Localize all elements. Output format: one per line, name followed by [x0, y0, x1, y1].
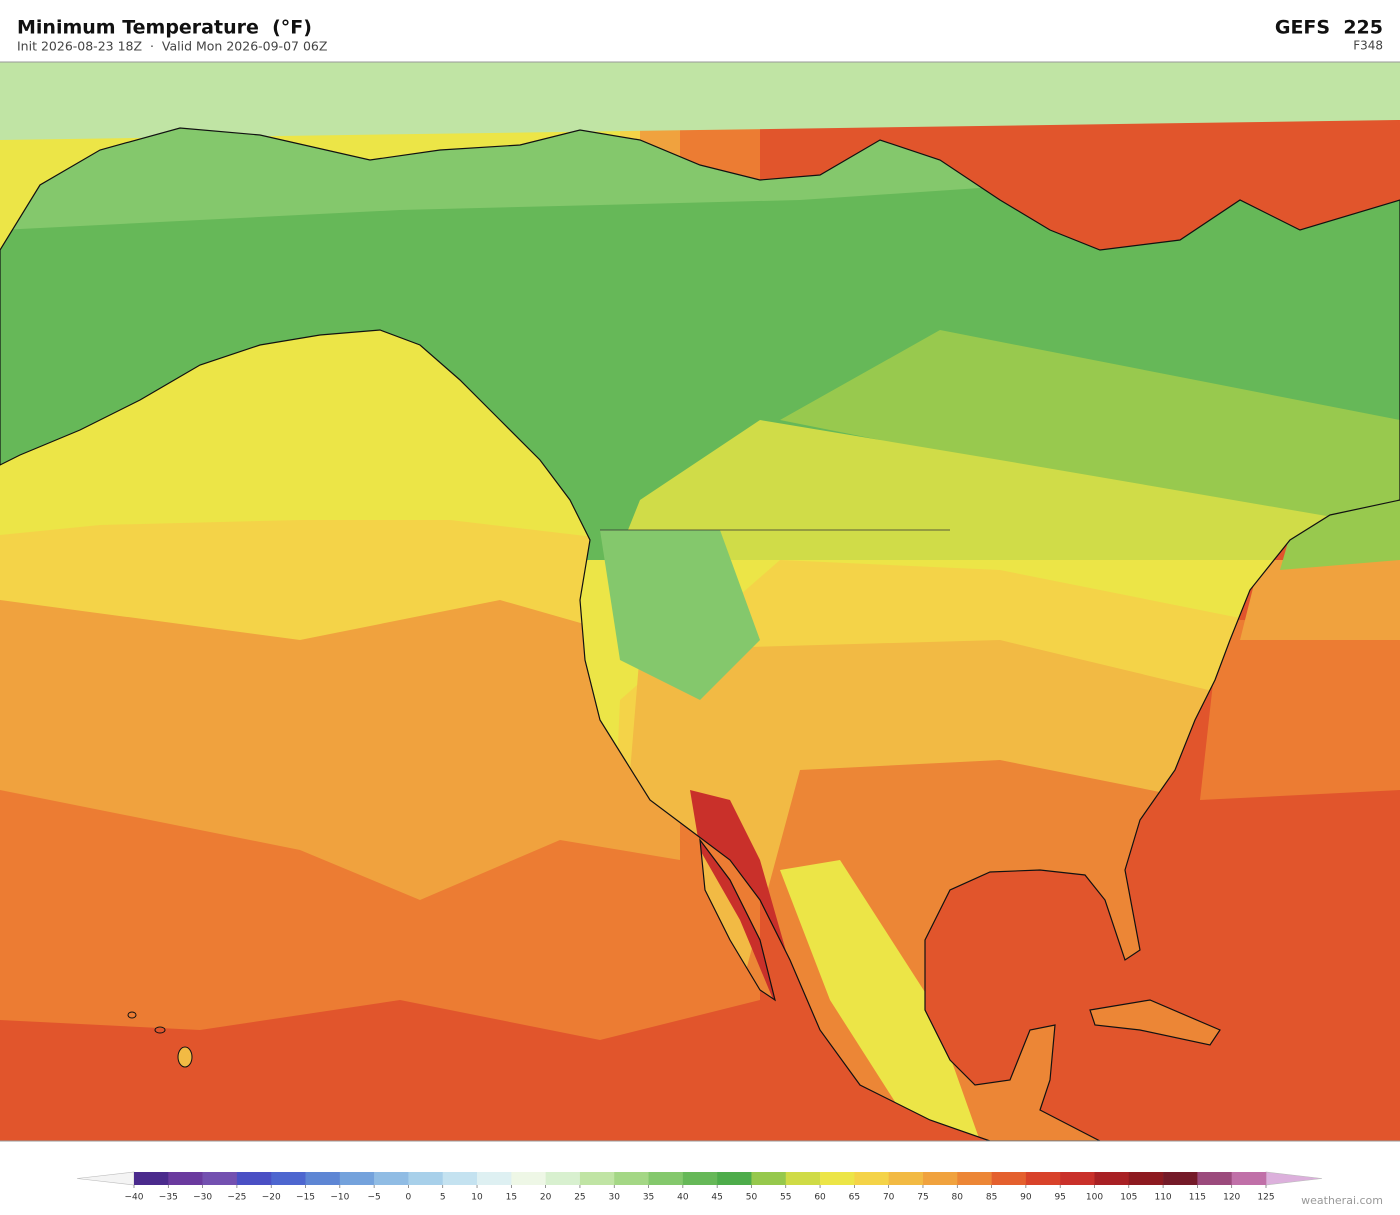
colorbar-tick-label: 115 [1189, 1193, 1206, 1203]
colorbar-bin [648, 1172, 684, 1185]
colorbar-tick-label: −25 [227, 1193, 246, 1203]
colorbar-tick-label: 25 [574, 1193, 585, 1203]
colorbar-bin [751, 1172, 787, 1185]
colorbar-bin [271, 1172, 306, 1185]
colorbar-bin [545, 1172, 581, 1185]
colorbar-bin [305, 1172, 341, 1185]
colorbar-tick-label: 120 [1223, 1193, 1240, 1203]
colorbar-tick-label: 5 [440, 1193, 446, 1203]
colorbar-bin [1197, 1172, 1232, 1185]
forecast-hour: F348 [1353, 39, 1383, 53]
colorbar-bin [442, 1172, 478, 1185]
colorbar-bin [1128, 1172, 1164, 1185]
colorbar-bin [511, 1172, 546, 1185]
colorbar-tick-label: 35 [643, 1193, 654, 1203]
colorbar-tick-label: 60 [814, 1193, 826, 1203]
colorbar-bin [682, 1172, 718, 1185]
colorbar-tick-label: 80 [952, 1193, 964, 1203]
colorbar-tick-label: 20 [540, 1193, 552, 1203]
colorbar-tick-label: 10 [471, 1193, 483, 1203]
colorbar-tick-label: −5 [367, 1193, 380, 1203]
colorbar-tick-label: 70 [883, 1193, 895, 1203]
colorbar-tick-label: −10 [330, 1193, 349, 1203]
colorbar-bin [614, 1172, 649, 1185]
colorbar-bin [1163, 1172, 1198, 1185]
model-label: GEFS 225 [1275, 17, 1383, 39]
colorbar-tick-label: 65 [849, 1193, 860, 1203]
colorbar-bin [854, 1172, 889, 1185]
colorbar-bin [202, 1172, 238, 1185]
colorbar-tick-label: 30 [609, 1193, 621, 1203]
colorbar-tick-label: 105 [1120, 1193, 1137, 1203]
colorbar-bin [922, 1172, 958, 1185]
colorbar-bin [374, 1172, 409, 1185]
colorbar-bin [785, 1172, 821, 1185]
colorbar-bin [236, 1172, 272, 1185]
colorbar-bin [134, 1172, 169, 1185]
colorbar-tick-label: −35 [159, 1193, 178, 1203]
title: Minimum Temperature (°F) [17, 17, 312, 39]
colorbar-bin [579, 1172, 615, 1185]
colorbar-tick-label: 40 [677, 1193, 689, 1203]
colorbar-tick-label: 75 [917, 1193, 928, 1203]
colorbar-bin [957, 1172, 992, 1185]
colorbar-bin [1231, 1172, 1267, 1185]
subtitle: Init 2026-08-23 18Z · Valid Mon 2026-09-… [17, 39, 327, 54]
colorbar-tick-label: 50 [746, 1193, 758, 1203]
colorbar-tick-label: 85 [986, 1193, 997, 1203]
colorbar-bin [168, 1172, 203, 1185]
colorbar-tick-label: 0 [406, 1193, 412, 1203]
colorbar-bin [888, 1172, 924, 1185]
colorbar-bin [339, 1172, 375, 1185]
credit: weatherai.com [1301, 1194, 1383, 1207]
colorbar-bin [1025, 1172, 1061, 1185]
colorbar-tick-label: 15 [506, 1193, 517, 1203]
colorbar-tick-label: 45 [711, 1193, 722, 1203]
colorbar-bin [477, 1172, 512, 1185]
colorbar-tick-label: −40 [125, 1193, 144, 1203]
colorbar-tick-label: 110 [1154, 1193, 1171, 1203]
colorbar-tick-label: 95 [1054, 1193, 1065, 1203]
map [0, 62, 1400, 1141]
colorbar-tick-label: 55 [780, 1193, 791, 1203]
colorbar-bin [717, 1172, 752, 1185]
colorbar-tick-label: −15 [296, 1193, 315, 1203]
colorbar-bin [1060, 1172, 1095, 1185]
colorbar: −40 −35 −30 −25 −20 −15 −10 −5 0 5 10 15 20 25 30 35 40 4… [76, 1171, 1323, 1203]
colorbar-bin [408, 1172, 444, 1185]
colorbar-tick-label: 90 [1020, 1193, 1032, 1203]
colorbar-bin [1094, 1172, 1130, 1185]
colorbar-bin [820, 1172, 855, 1185]
colorbar-tick-label: 125 [1257, 1193, 1274, 1203]
colorbar-tick-label: −30 [193, 1193, 212, 1203]
colorbar-tick-label: −20 [262, 1193, 281, 1203]
colorbar-bin [991, 1172, 1027, 1185]
colorbar-tick-label: 100 [1086, 1193, 1103, 1203]
